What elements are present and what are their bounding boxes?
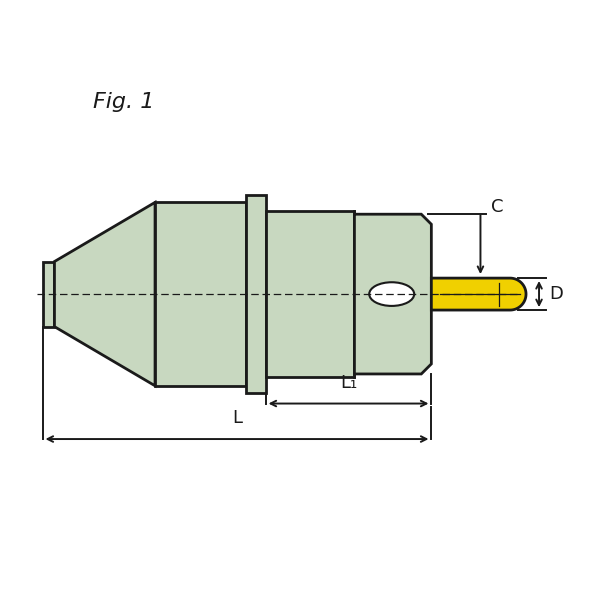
Polygon shape [245,194,266,394]
Polygon shape [431,278,526,310]
Polygon shape [354,374,355,377]
Polygon shape [355,214,431,374]
Polygon shape [266,211,355,377]
Text: Fig. 1: Fig. 1 [93,92,154,112]
Polygon shape [43,262,55,326]
Text: D: D [550,285,563,303]
Text: L: L [232,409,242,427]
Text: C: C [491,198,503,216]
Ellipse shape [369,282,414,306]
Polygon shape [55,202,155,386]
Polygon shape [155,202,245,386]
Text: L₁: L₁ [340,374,357,392]
